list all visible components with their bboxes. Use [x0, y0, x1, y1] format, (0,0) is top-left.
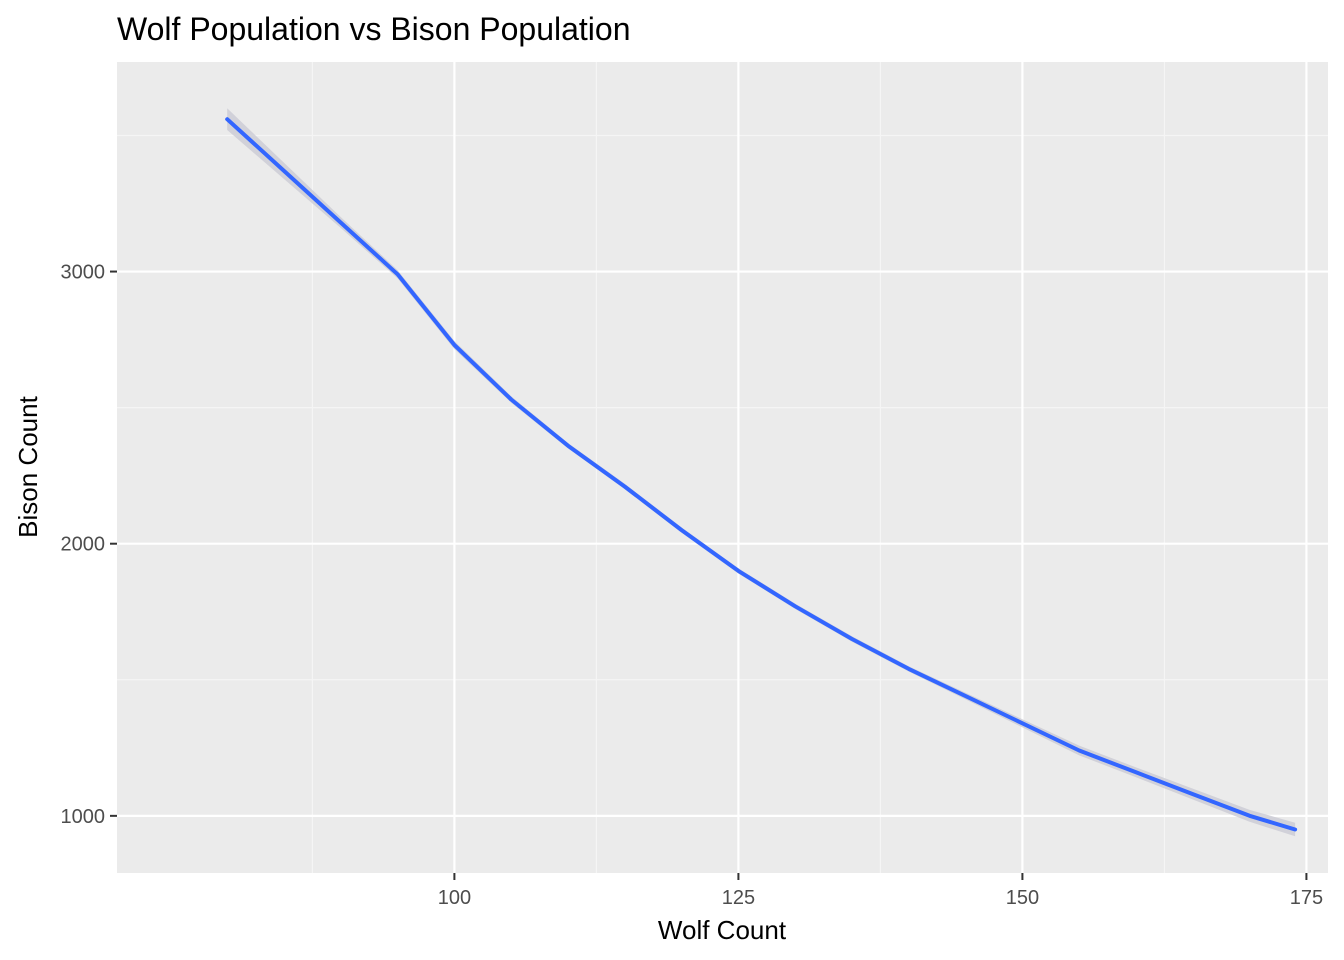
x-tick-label: 150	[1006, 887, 1039, 909]
y-axis-title: Bison Count	[13, 395, 43, 537]
series-line	[225, 117, 1298, 832]
y-tick-label: 1000	[61, 806, 106, 828]
major-gridlines	[117, 62, 1328, 873]
y-tick-label: 3000	[61, 262, 106, 284]
y-tick-label: 2000	[61, 534, 106, 556]
chart-title: Wolf Population vs Bison Population	[117, 11, 631, 47]
x-axis-title: Wolf Count	[658, 915, 787, 945]
x-tick-label: 175	[1290, 887, 1323, 909]
y-axis-ticks: 1000 2000 3000	[61, 262, 117, 828]
x-tick-label: 125	[722, 887, 755, 909]
x-tick-label: 100	[438, 887, 471, 909]
x-axis-ticks: 100 125 150 175	[438, 873, 1323, 909]
